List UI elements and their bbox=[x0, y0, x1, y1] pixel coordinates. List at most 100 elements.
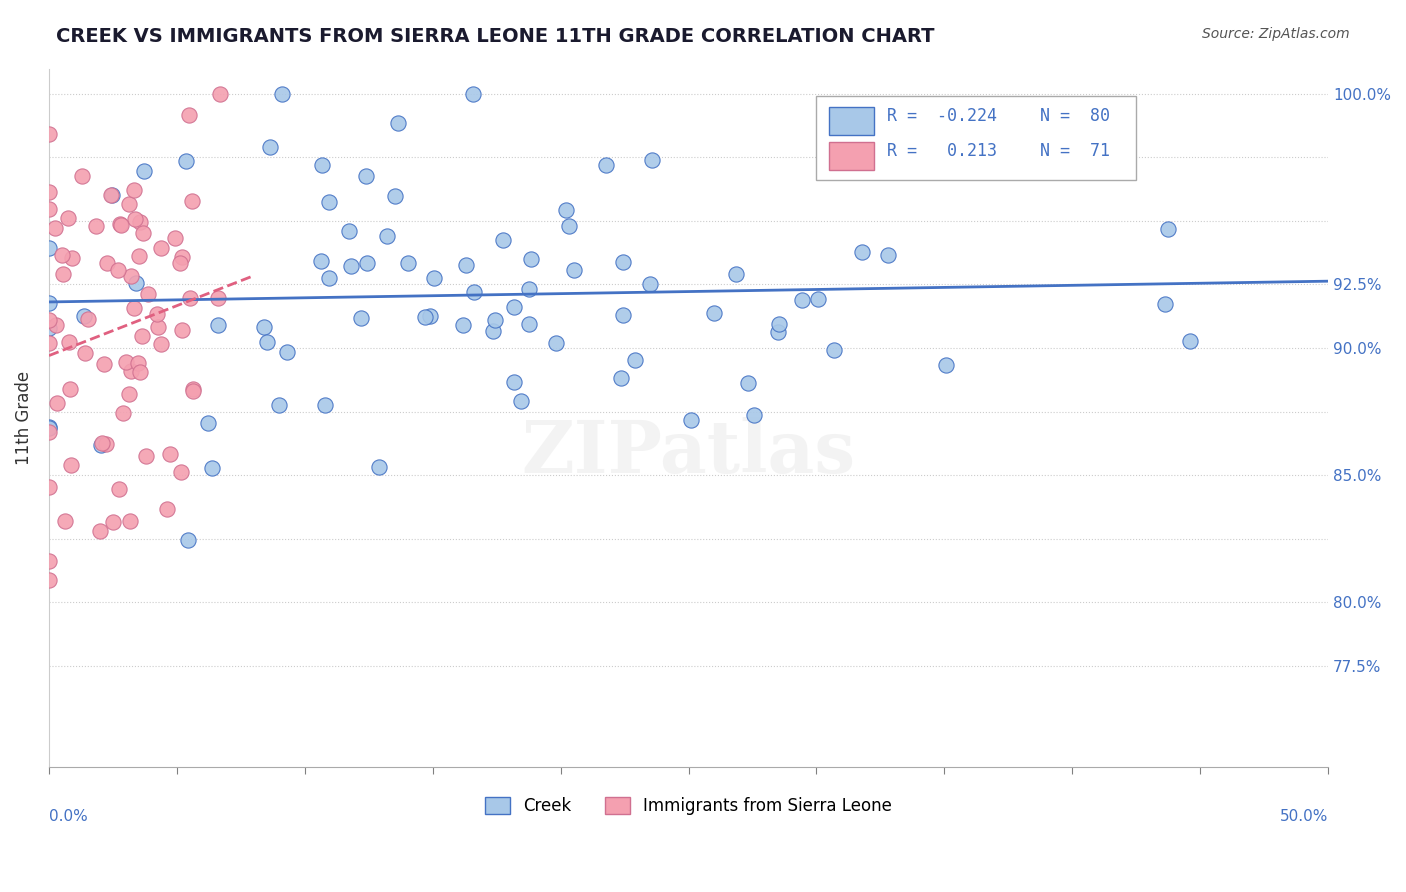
Point bbox=[384, 189, 406, 203]
Point bbox=[100, 188, 122, 202]
Text: Source: ZipAtlas.com: Source: ZipAtlas.com bbox=[1202, 27, 1350, 41]
Point bbox=[136, 286, 159, 301]
Legend: Creek, Immigrants from Sierra Leone: Creek, Immigrants from Sierra Leone bbox=[478, 790, 898, 822]
Point bbox=[76, 311, 98, 326]
Point bbox=[111, 406, 134, 420]
Point bbox=[356, 256, 378, 270]
Point bbox=[681, 413, 703, 427]
Point bbox=[118, 515, 141, 529]
Point bbox=[38, 241, 60, 255]
Point bbox=[492, 233, 515, 247]
Point bbox=[271, 87, 294, 101]
Point bbox=[768, 317, 790, 331]
Point bbox=[558, 219, 581, 234]
Point bbox=[562, 263, 585, 277]
Point bbox=[93, 357, 115, 371]
Point bbox=[108, 217, 131, 231]
Text: CREEK VS IMMIGRANTS FROM SIERRA LEONE 11TH GRADE CORRELATION CHART: CREEK VS IMMIGRANTS FROM SIERRA LEONE 11… bbox=[56, 27, 935, 45]
Point bbox=[318, 271, 340, 285]
Point bbox=[423, 271, 446, 285]
Point bbox=[46, 396, 69, 410]
Point bbox=[38, 573, 60, 587]
Point bbox=[134, 164, 156, 178]
Point bbox=[125, 277, 148, 291]
Point bbox=[118, 387, 141, 401]
Point bbox=[59, 458, 82, 472]
Point bbox=[149, 336, 172, 351]
Point bbox=[156, 502, 179, 516]
Point bbox=[129, 214, 152, 228]
Point bbox=[877, 248, 900, 262]
Point bbox=[396, 256, 419, 270]
Point bbox=[38, 421, 60, 435]
Point bbox=[120, 364, 142, 378]
Point bbox=[177, 108, 200, 122]
Point bbox=[503, 376, 526, 390]
Point bbox=[96, 436, 118, 450]
Point bbox=[638, 277, 661, 292]
Point bbox=[1154, 297, 1177, 311]
FancyBboxPatch shape bbox=[830, 142, 875, 169]
Point bbox=[419, 310, 441, 324]
Point bbox=[38, 554, 60, 568]
Point bbox=[163, 231, 186, 245]
Point bbox=[201, 460, 224, 475]
Point bbox=[96, 256, 118, 270]
Point bbox=[851, 244, 873, 259]
Point bbox=[38, 425, 60, 440]
Point bbox=[207, 318, 229, 332]
Point bbox=[451, 318, 474, 332]
Point bbox=[356, 169, 378, 184]
Point bbox=[311, 157, 333, 171]
Point bbox=[172, 250, 194, 264]
Point bbox=[463, 285, 485, 299]
Point bbox=[56, 211, 79, 226]
Point bbox=[519, 252, 541, 267]
Point bbox=[181, 194, 204, 208]
Point bbox=[737, 376, 759, 390]
Point bbox=[38, 480, 60, 494]
Point bbox=[60, 251, 83, 265]
Point bbox=[179, 291, 201, 305]
Point bbox=[612, 255, 634, 269]
Point bbox=[831, 145, 853, 159]
Point bbox=[742, 409, 765, 423]
Point bbox=[135, 449, 157, 463]
Point bbox=[38, 202, 60, 216]
Point bbox=[38, 420, 60, 434]
Point bbox=[413, 310, 436, 324]
Point bbox=[146, 307, 169, 321]
FancyBboxPatch shape bbox=[830, 107, 875, 135]
Point bbox=[484, 313, 506, 327]
Point bbox=[52, 267, 75, 281]
Point bbox=[463, 87, 485, 101]
Point bbox=[350, 310, 373, 325]
Point bbox=[612, 308, 634, 322]
Point bbox=[146, 319, 169, 334]
Point bbox=[181, 382, 204, 396]
Point bbox=[124, 212, 146, 227]
Point bbox=[38, 185, 60, 199]
Point bbox=[150, 241, 173, 255]
Point bbox=[170, 465, 193, 479]
Point bbox=[131, 328, 153, 343]
Point bbox=[177, 533, 200, 547]
Point bbox=[58, 335, 80, 350]
Point bbox=[114, 355, 136, 369]
Point bbox=[368, 459, 391, 474]
Point bbox=[101, 187, 124, 202]
Point bbox=[38, 313, 60, 327]
Y-axis label: 11th Grade: 11th Grade bbox=[15, 371, 32, 465]
Point bbox=[107, 482, 129, 496]
Point bbox=[73, 346, 96, 360]
Point bbox=[169, 256, 191, 270]
Point bbox=[38, 295, 60, 310]
Point bbox=[823, 343, 845, 358]
Point bbox=[51, 247, 73, 261]
Text: R =   0.213: R = 0.213 bbox=[887, 142, 997, 160]
Point bbox=[207, 291, 229, 305]
Point bbox=[766, 325, 789, 339]
Point bbox=[339, 223, 361, 237]
Point bbox=[181, 384, 204, 398]
Point bbox=[159, 447, 181, 461]
